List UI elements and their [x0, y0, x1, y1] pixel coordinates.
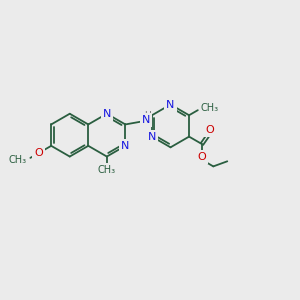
Text: O: O [34, 148, 43, 158]
Text: N: N [148, 132, 156, 142]
Text: CH₃: CH₃ [201, 103, 219, 113]
Text: O: O [205, 125, 214, 135]
Text: N: N [166, 100, 175, 110]
Text: CH₃: CH₃ [9, 155, 27, 165]
Text: O: O [198, 152, 206, 162]
Text: N: N [121, 141, 130, 151]
Text: N: N [142, 115, 150, 125]
Text: CH₃: CH₃ [98, 165, 116, 175]
Text: N: N [103, 109, 111, 119]
Text: H: H [144, 111, 151, 120]
